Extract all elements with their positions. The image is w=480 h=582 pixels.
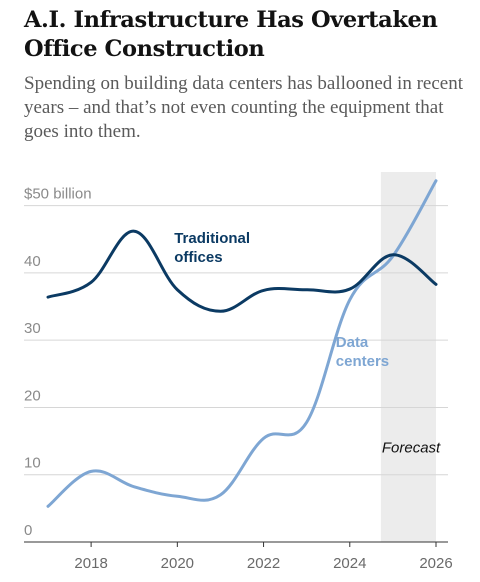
series-lines bbox=[46, 179, 438, 508]
label-traditional-offices: Traditional bbox=[174, 230, 250, 247]
series-line-traditional-offices bbox=[46, 229, 438, 313]
x-tick-label: 2024 bbox=[333, 555, 366, 572]
x-tick-label: 2018 bbox=[74, 555, 107, 572]
line-chart: 0 10 20 30 40 $50 billion 2018 2020 2022 2024 202… bbox=[24, 172, 453, 572]
y-tick-label: 10 bbox=[24, 455, 41, 472]
x-tick-label: 2020 bbox=[161, 555, 194, 572]
chart-subhead: Spending on building data centers has ba… bbox=[24, 73, 463, 142]
series-labels: Traditional offices Data centers Forecast bbox=[174, 230, 441, 456]
label-data-centers: Data bbox=[336, 334, 369, 351]
label-data-centers: centers bbox=[336, 353, 389, 370]
label-traditional-offices: offices bbox=[174, 249, 222, 266]
y-axis-ticks: 0 10 20 30 40 $50 billion bbox=[24, 186, 92, 539]
gridlines bbox=[24, 205, 448, 476]
y-tick-label: 30 bbox=[24, 320, 41, 337]
x-tick-label: 2026 bbox=[419, 555, 452, 572]
series-line-data-centers bbox=[46, 179, 438, 508]
y-tick-label: 20 bbox=[24, 387, 41, 404]
y-tick-label: 40 bbox=[24, 253, 41, 270]
y-tick-label: $50 billion bbox=[24, 186, 92, 203]
y-tick-label: 0 bbox=[24, 522, 32, 539]
x-axis-ticks: 2018 2020 2022 2024 2026 bbox=[74, 542, 453, 572]
x-tick-label: 2022 bbox=[247, 555, 280, 572]
forecast-label: Forecast bbox=[382, 440, 441, 457]
chart-headline: A.I. Infrastructure Has Overtaken Office… bbox=[24, 7, 438, 62]
